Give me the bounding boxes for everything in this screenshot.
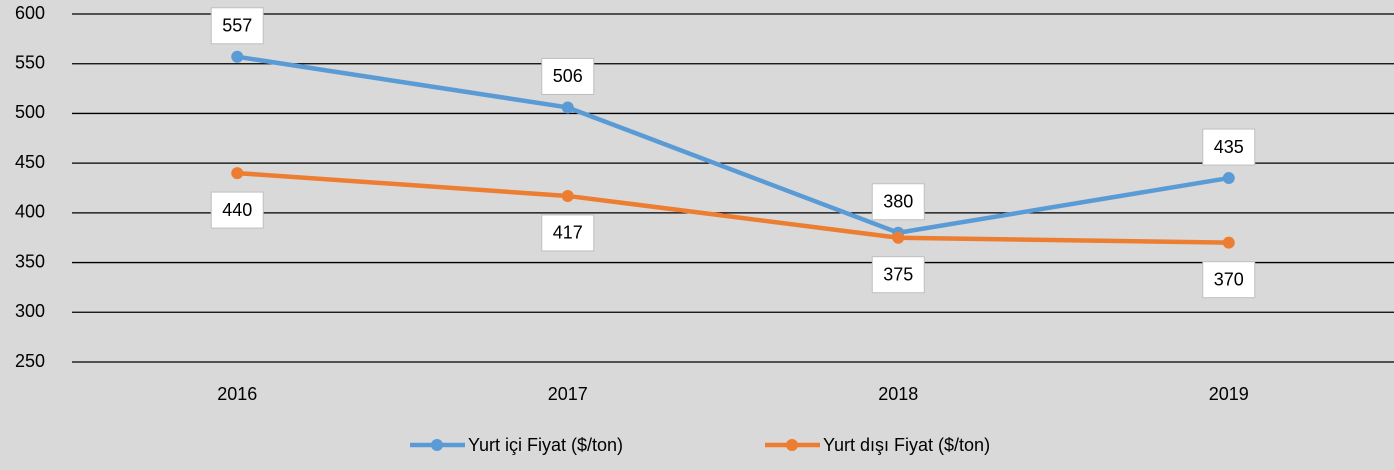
data-label-box [541, 57, 595, 95]
legend-label: Yurt içi Fiyat ($/ton) [468, 435, 623, 455]
data-label: 506 [553, 66, 583, 86]
legend-marker [786, 439, 798, 451]
x-tick-label: 2016 [217, 384, 257, 404]
y-tick-label: 600 [15, 3, 45, 23]
data-label: 557 [222, 16, 252, 36]
point-marker [231, 50, 244, 63]
data-label-box [541, 214, 595, 252]
data-label: 417 [553, 223, 583, 243]
data-label-box [871, 256, 925, 294]
point-marker [561, 101, 574, 114]
data-label: 435 [1214, 137, 1244, 157]
series-line [235, 54, 1231, 235]
legend-marker [431, 439, 443, 451]
point-marker [1222, 236, 1235, 249]
legend-label: Yurt dışı Fiyat ($/ton) [823, 435, 990, 455]
data-label-box [1202, 128, 1256, 166]
data-label-box [871, 183, 925, 221]
data-label-box [210, 191, 264, 229]
y-tick-label: 350 [15, 251, 45, 271]
data-label-box [210, 7, 264, 45]
y-tick-label: 450 [15, 152, 45, 172]
y-tick-label: 300 [15, 301, 45, 321]
data-label: 440 [222, 200, 252, 220]
y-tick-label: 250 [15, 351, 45, 371]
data-label: 370 [1214, 269, 1244, 289]
x-tick-label: 2018 [878, 384, 918, 404]
point-marker [231, 167, 244, 180]
data-label-box [1202, 261, 1256, 299]
x-tick-label: 2017 [548, 384, 588, 404]
y-tick-label: 400 [15, 202, 45, 222]
point-marker [1222, 172, 1235, 185]
data-label: 380 [883, 191, 913, 211]
y-tick-label: 550 [15, 52, 45, 72]
x-tick-label: 2019 [1209, 384, 1249, 404]
series-line [235, 170, 1231, 245]
point-marker [561, 189, 574, 202]
data-label: 375 [883, 264, 913, 284]
y-tick-label: 500 [15, 102, 45, 122]
point-marker [892, 231, 905, 244]
